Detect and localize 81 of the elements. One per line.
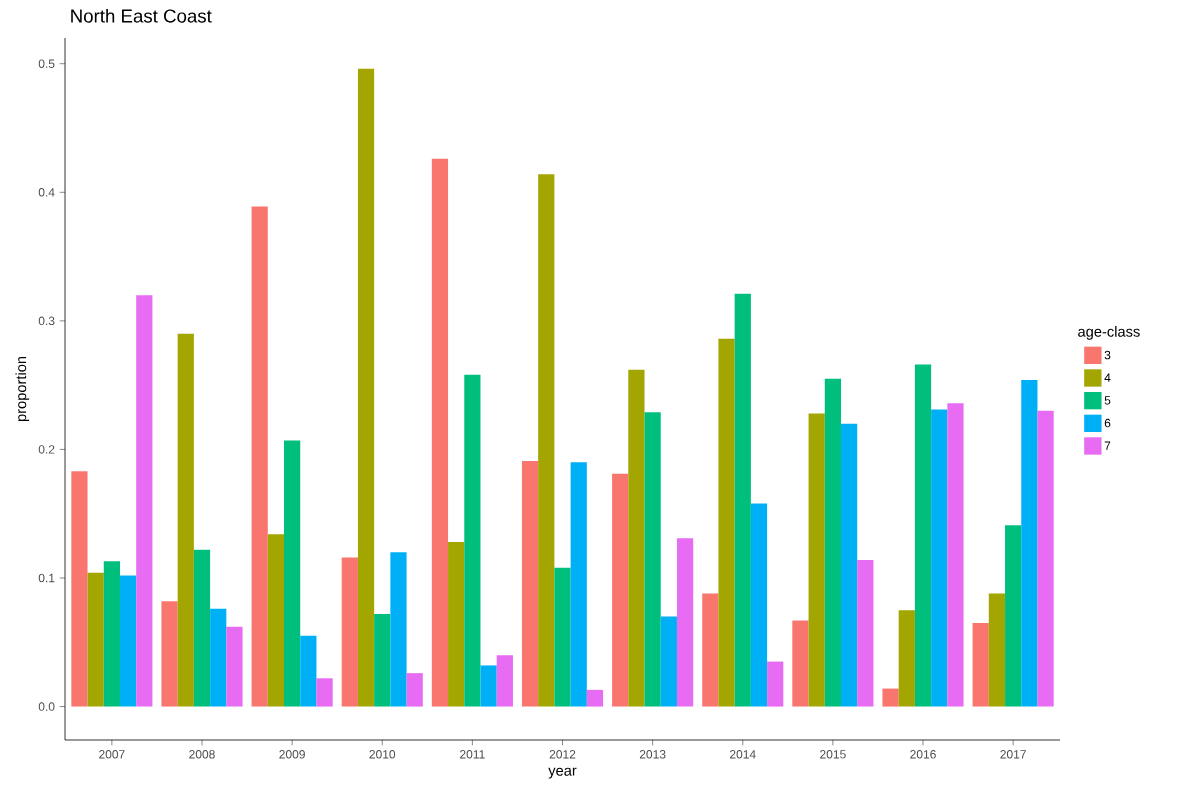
- x-axis-title: year: [548, 767, 577, 779]
- bar: [71, 471, 88, 707]
- bar: [570, 462, 587, 707]
- bar: [464, 374, 481, 707]
- bar: [824, 378, 841, 707]
- bar: [119, 575, 137, 707]
- bar: [496, 655, 513, 707]
- y-tick-label: 0.0: [38, 702, 55, 711]
- bar: [316, 678, 333, 707]
- x-tick-label: 2010: [369, 750, 396, 759]
- bar: [390, 552, 407, 707]
- y-tick-label: 0.1: [38, 573, 55, 583]
- bar: [87, 572, 104, 707]
- bar: [357, 68, 375, 707]
- y-tick-label: 0.3: [38, 316, 55, 326]
- bar: [267, 534, 285, 707]
- bar: [586, 689, 604, 707]
- bar: [882, 688, 899, 707]
- bar: [612, 473, 629, 707]
- x-tick-label: 2014: [730, 750, 756, 759]
- bar: [931, 409, 948, 707]
- bar: [702, 593, 719, 707]
- bar: [341, 557, 358, 707]
- legend-label: 5: [1104, 396, 1111, 405]
- bar: [1005, 525, 1022, 707]
- bar: [554, 567, 571, 707]
- bar: [251, 206, 268, 707]
- bar: [226, 626, 243, 707]
- bar: [406, 673, 423, 707]
- bar: [103, 561, 120, 707]
- bar: [718, 338, 735, 707]
- bar: [660, 616, 677, 707]
- bar: [857, 560, 874, 707]
- x-tick-label: 2013: [639, 750, 666, 759]
- bar: [193, 549, 211, 707]
- y-tick-label: 0.5: [38, 59, 55, 68]
- bar: [136, 295, 153, 707]
- bar: [750, 503, 768, 707]
- legend-label: 6: [1104, 418, 1111, 428]
- bar: [628, 369, 645, 707]
- chart-title: North East Coast: [71, 8, 212, 23]
- y-tick-label: 0.2: [38, 445, 55, 454]
- bar: [300, 635, 317, 707]
- bar: [1037, 410, 1054, 707]
- x-tick-label: 2008: [189, 750, 215, 759]
- bar: [914, 364, 932, 707]
- bar: [538, 174, 555, 707]
- bar: [374, 614, 391, 707]
- bar: [161, 601, 178, 707]
- bar: [676, 538, 694, 707]
- bar: [841, 423, 858, 707]
- bar: [1021, 380, 1038, 707]
- bar: [431, 158, 449, 707]
- bar: [792, 620, 809, 707]
- x-tick-label: 2017: [1000, 750, 1026, 759]
- y-axis-title: proportion: [15, 356, 30, 422]
- bar: [644, 412, 661, 707]
- x-tick-label: 2007: [99, 750, 125, 759]
- x-tick-label: 2009: [279, 750, 305, 759]
- legend-label: 4: [1104, 373, 1111, 382]
- bar: [808, 413, 825, 707]
- bar: [734, 293, 751, 707]
- bar: [480, 665, 497, 707]
- bar: [767, 661, 784, 707]
- x-tick-label: 2012: [549, 750, 576, 759]
- x-tick-label: 2016: [910, 750, 936, 759]
- bar: [177, 333, 194, 707]
- bar: [210, 608, 227, 707]
- bar: [898, 610, 915, 707]
- y-tick-label: 0.4: [38, 188, 55, 197]
- bar: [521, 461, 539, 707]
- bar: [947, 403, 964, 707]
- legend-label: 3: [1104, 350, 1111, 360]
- legend-title: age-class: [1078, 326, 1140, 340]
- x-tick-label: 2015: [820, 750, 846, 759]
- x-tick-label: 2011: [460, 750, 485, 759]
- bar: [972, 623, 989, 707]
- legend-label: 7: [1104, 441, 1111, 450]
- bar: [988, 593, 1006, 707]
- bar: [284, 440, 301, 707]
- bar: [448, 542, 465, 707]
